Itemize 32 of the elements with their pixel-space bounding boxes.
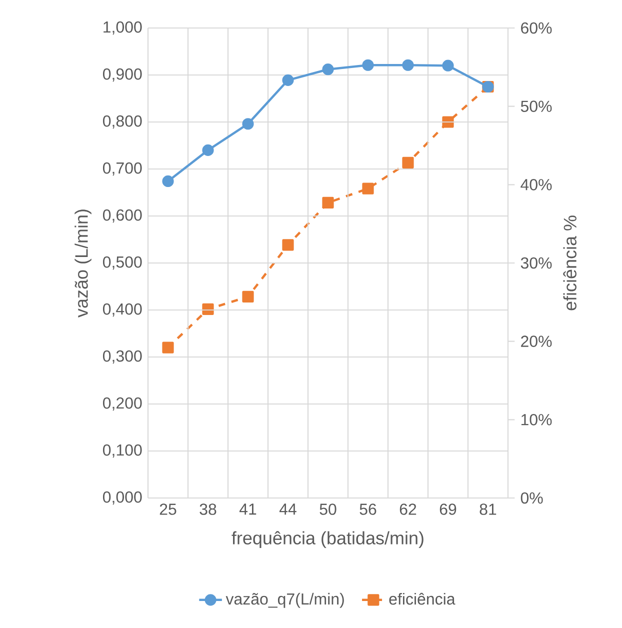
x-tick-label: 25: [160, 504, 176, 515]
y-tick-label: 0,400: [102, 303, 142, 317]
y2-tick-label: 10%: [521, 414, 552, 426]
y-tick-label: 1,000: [104, 21, 142, 35]
y2-tick-label: 40%: [520, 179, 552, 190]
legend-label: eficiência: [389, 592, 456, 605]
x-tick-label: 44: [279, 504, 296, 515]
x-tick-label: 38: [200, 504, 216, 515]
y-axis-title: vazão (L/min): [74, 210, 92, 318]
y-tick-label: 0,700: [102, 162, 142, 176]
y-tick-label: 0,300: [102, 350, 142, 364]
y-tick-label: 0,500: [102, 256, 142, 270]
y-tick-label: 0,800: [102, 115, 142, 129]
y2-tick-label: 30%: [520, 257, 552, 269]
y2-tick-label: 0%: [520, 492, 543, 504]
y-tick-label: 0,100: [102, 444, 142, 458]
y2-axis-title: eficiência %: [563, 216, 576, 310]
y-tick-label: 0,600: [102, 209, 142, 223]
y-tick-label: 0,000: [102, 491, 142, 505]
x-tick-label: 50: [320, 504, 336, 515]
y2-tick-label: 50%: [520, 100, 552, 112]
y2-tick-label: 60%: [521, 22, 552, 34]
y-tick-label: 0,900: [102, 68, 142, 82]
x-tick-label: 41: [239, 504, 256, 515]
y2-tick-label: 20%: [521, 336, 552, 347]
y-tick-label: 0,200: [102, 397, 142, 411]
x-tick-label: 81: [480, 504, 496, 515]
legend-label: vazão_q7(L/min): [226, 592, 344, 608]
x-tick-label: 56: [360, 504, 376, 515]
x-axis-title: frequência (batidas/min): [232, 531, 424, 548]
x-tick-label: 62: [400, 504, 416, 515]
x-tick-label: 69: [440, 504, 456, 515]
